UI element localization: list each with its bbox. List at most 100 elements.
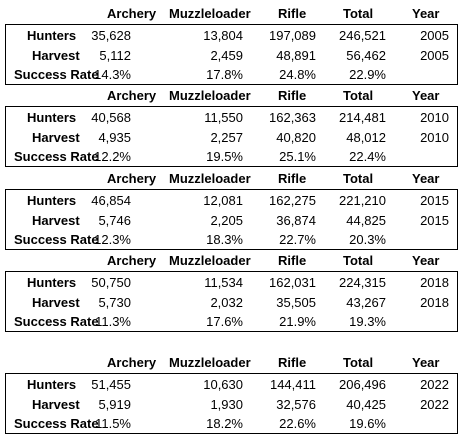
- cell-muzzleloader: 19.5%: [206, 149, 243, 164]
- column-header-muzzleloader: Muzzleloader: [169, 88, 251, 103]
- cell-total: 44,825: [346, 213, 386, 228]
- cell-total: 22.4%: [349, 149, 386, 164]
- table-row-success: Success Rate 14.3% 17.8% 24.8% 22.9%: [6, 65, 457, 85]
- cell-muzzleloader: 2,205: [210, 213, 243, 228]
- cell-muzzleloader: 12,081: [203, 193, 243, 208]
- cell-total: 214,481: [339, 110, 386, 125]
- data-table-block: Hunters 51,455 10,630 144,411 206,496 2022 Har…: [5, 373, 458, 434]
- cell-muzzleloader: 2,032: [210, 295, 243, 310]
- table-row-hunters: Hunters 51,455 10,630 144,411 206,496 2022: [6, 375, 457, 395]
- table-row-success: Success Rate 11.5% 18.2% 22.6% 19.6%: [6, 414, 457, 434]
- column-header-year: Year: [412, 253, 440, 268]
- column-header-archery: Archery: [107, 6, 157, 21]
- cell-archery: 12.3%: [94, 232, 131, 247]
- column-header-year: Year: [412, 355, 440, 370]
- cell-rifle: 162,275: [269, 193, 316, 208]
- data-table-block: Hunters 50,750 11,534 162,031 224,315 2018 Har…: [5, 271, 458, 332]
- column-header-row: Archery Muzzleloader Rifle Total Year: [0, 354, 464, 372]
- cell-archery: 5,112: [99, 48, 131, 63]
- cell-archery: 5,730: [98, 295, 131, 310]
- cell-archery: 5,746: [98, 213, 131, 228]
- cell-archery: 14.3%: [94, 67, 131, 82]
- row-label: Harvest: [32, 213, 80, 228]
- row-label: Hunters: [27, 275, 77, 290]
- column-header-archery: Archery: [107, 171, 157, 186]
- column-header-rifle: Rifle: [278, 88, 307, 103]
- cell-year: 2015: [420, 193, 449, 208]
- column-header-rifle: Rifle: [278, 253, 307, 268]
- cell-total: 221,210: [339, 193, 386, 208]
- row-label: Harvest: [32, 130, 80, 145]
- column-header-total: Total: [343, 6, 374, 21]
- row-label: Harvest: [32, 397, 80, 412]
- data-table-block: Hunters 46,854 12,081 162,275 221,210 2015 Har…: [5, 189, 458, 250]
- cell-total: 56,462: [346, 48, 386, 63]
- cell-rifle: 162,031: [269, 275, 316, 290]
- column-header-row: Archery Muzzleloader Rifle Total Year: [0, 87, 464, 105]
- column-header-total: Total: [343, 171, 374, 186]
- cell-rifle: 162,363: [269, 110, 316, 125]
- cell-total: 22.9%: [349, 67, 386, 82]
- cell-muzzleloader: 13,804: [203, 28, 243, 43]
- cell-muzzleloader: 1,930: [210, 397, 243, 412]
- cell-muzzleloader: 11,534: [204, 275, 243, 290]
- data-table-block: Hunters 40,568 11,550 162,363 214,481 2010 Har…: [5, 106, 458, 167]
- cell-archery: 40,568: [91, 110, 131, 125]
- cell-rifle: 144,411: [269, 377, 316, 392]
- column-header-total: Total: [343, 355, 374, 370]
- column-header-archery: Archery: [107, 88, 157, 103]
- table-row-hunters: Hunters 46,854 12,081 162,275 221,210 2015: [6, 191, 457, 211]
- table-row-harvest: Harvest 5,919 1,930 32,576 40,425 2022: [6, 395, 457, 415]
- cell-year: 2005: [420, 28, 449, 43]
- table-row-harvest: Harvest 5,730 2,032 35,505 43,267 2018: [6, 293, 457, 313]
- cell-year: 2018: [420, 295, 449, 310]
- cell-rifle: 40,820: [276, 130, 316, 145]
- cell-total: 40,425: [346, 397, 386, 412]
- cell-rifle: 32,576: [276, 397, 316, 412]
- cell-total: 19.3%: [349, 314, 386, 329]
- cell-year: 2018: [420, 275, 449, 290]
- column-header-muzzleloader: Muzzleloader: [169, 253, 251, 268]
- row-label: Hunters: [27, 193, 77, 208]
- cell-total: 43,267: [346, 295, 386, 310]
- cell-rifle: 24.8%: [279, 67, 316, 82]
- cell-year: 2010: [420, 110, 449, 125]
- column-header-rifle: Rifle: [278, 355, 307, 370]
- cell-rifle: 22.7%: [279, 232, 316, 247]
- cell-archery: 46,854: [91, 193, 131, 208]
- column-header-row: Archery Muzzleloader Rifle Total Year: [0, 170, 464, 188]
- table-row-harvest: Harvest 4,935 2,257 40,820 48,012 2010: [6, 128, 457, 148]
- column-header-total: Total: [343, 253, 374, 268]
- row-label: Success Rate: [14, 232, 99, 247]
- row-label: Hunters: [27, 110, 77, 125]
- cell-rifle: 48,891: [276, 48, 316, 63]
- table-row-hunters: Hunters 50,750 11,534 162,031 224,315 2018: [6, 273, 457, 293]
- column-header-archery: Archery: [107, 253, 157, 268]
- column-header-row: Archery Muzzleloader Rifle Total Year: [0, 252, 464, 270]
- cell-archery: 5,919: [98, 397, 131, 412]
- table-row-success: Success Rate 12.3% 18.3% 22.7% 20.3%: [6, 230, 457, 250]
- cell-muzzleloader: 2,257: [210, 130, 243, 145]
- table-row-hunters: Hunters 35,628 13,804 197,089 246,521 2005: [6, 26, 457, 46]
- column-header-year: Year: [412, 88, 440, 103]
- cell-rifle: 197,089: [269, 28, 316, 43]
- column-header-rifle: Rifle: [278, 171, 307, 186]
- cell-total: 48,012: [346, 130, 386, 145]
- cell-muzzleloader: 17.6%: [206, 314, 243, 329]
- cell-muzzleloader: 2,459: [210, 48, 243, 63]
- cell-total: 246,521: [339, 28, 386, 43]
- cell-muzzleloader: 18.3%: [206, 232, 243, 247]
- cell-total: 20.3%: [349, 232, 386, 247]
- column-header-year: Year: [412, 171, 440, 186]
- cell-rifle: 22.6%: [279, 416, 316, 431]
- cell-archery: 11.5%: [95, 416, 131, 431]
- cell-muzzleloader: 10,630: [203, 377, 243, 392]
- column-header-total: Total: [343, 88, 374, 103]
- data-table-block: Hunters 35,628 13,804 197,089 246,521 2005 Har…: [5, 24, 458, 85]
- column-header-year: Year: [412, 6, 440, 21]
- cell-rifle: 21.9%: [279, 314, 316, 329]
- cell-year: 2010: [420, 130, 449, 145]
- cell-archery: 12.2%: [94, 149, 131, 164]
- cell-total: 206,496: [339, 377, 386, 392]
- row-label: Hunters: [27, 377, 77, 392]
